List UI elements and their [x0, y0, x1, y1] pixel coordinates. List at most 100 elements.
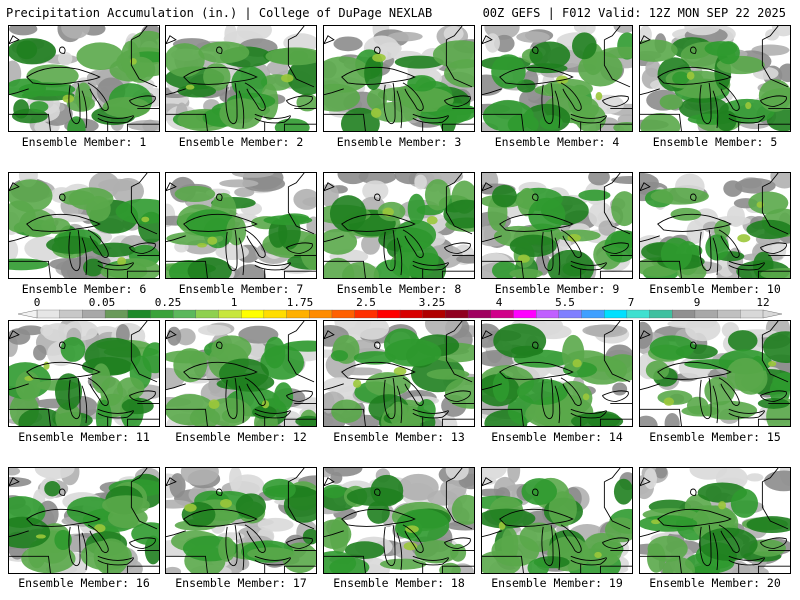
boundary-line — [762, 468, 779, 483]
precip-area — [117, 257, 127, 266]
precip-area — [94, 524, 106, 533]
boundary-line — [601, 95, 629, 107]
precip-area — [660, 237, 693, 271]
precip-area — [208, 399, 220, 410]
precip-area — [640, 415, 658, 426]
boundary-line — [9, 530, 29, 538]
precip-area — [296, 93, 316, 112]
precip-area — [231, 173, 274, 178]
precip-area — [242, 175, 286, 192]
precip-area — [282, 340, 316, 352]
precip-area — [166, 326, 182, 346]
boundary-line — [482, 477, 493, 487]
ensemble-map-panel — [323, 320, 475, 427]
boundary-line — [554, 532, 561, 571]
precip-area — [330, 350, 349, 362]
precip-area — [80, 540, 132, 571]
precip-area — [760, 267, 790, 278]
boundary-line — [225, 524, 238, 567]
precip-area — [364, 56, 383, 91]
precip-area — [482, 508, 536, 529]
precip-area — [507, 468, 521, 483]
precip-area — [395, 219, 437, 250]
ensemble-map-panel — [8, 320, 160, 427]
precip-area — [727, 330, 758, 352]
boundary-line — [640, 555, 682, 573]
boundary-line — [499, 508, 574, 527]
precip-area — [612, 382, 628, 396]
boundary-line — [9, 408, 51, 426]
legend-tick-label: 1 — [230, 296, 238, 309]
precip-area — [207, 236, 218, 245]
precip-area — [664, 412, 680, 426]
legend-swatch — [445, 309, 469, 319]
boundary-line — [640, 330, 651, 340]
precip-area — [570, 111, 596, 126]
precip-area — [765, 28, 780, 41]
boundary-line — [446, 468, 463, 483]
boundary-line — [757, 123, 790, 131]
precip-area — [60, 336, 86, 362]
precip-area — [698, 527, 758, 561]
boundary-line — [446, 321, 463, 336]
precip-area — [13, 99, 30, 119]
boundary-line — [374, 193, 381, 201]
legend-swatch — [82, 309, 106, 319]
precip-area — [613, 26, 632, 34]
precip-area — [604, 230, 632, 263]
precip-area — [166, 43, 205, 78]
precip-area — [667, 321, 706, 329]
precip-area — [102, 495, 150, 516]
precip-map — [166, 468, 316, 573]
boundary-line — [699, 229, 712, 272]
boundary-line — [97, 260, 134, 271]
precip-area — [528, 197, 566, 233]
boundary-line — [757, 270, 790, 278]
legend-swatch — [513, 309, 537, 319]
boundary-line — [640, 88, 660, 96]
precip-area — [329, 195, 367, 232]
ensemble-member-label: Ensemble Member: 3 — [336, 135, 462, 149]
boundary-line — [166, 383, 186, 391]
precip-area — [640, 39, 678, 62]
precip-area — [521, 478, 557, 505]
precip-area — [342, 262, 379, 278]
legend-swatch — [218, 309, 242, 319]
map-outlines — [324, 173, 474, 278]
ensemble-member-label: Ensemble Member: 2 — [178, 135, 304, 149]
boundary-line — [9, 383, 29, 391]
precip-area — [672, 71, 690, 85]
precip-map — [166, 26, 316, 131]
boundary-line — [482, 88, 502, 96]
boundary-line — [482, 530, 502, 538]
ensemble-map-panel — [639, 172, 791, 279]
precip-area — [595, 92, 603, 101]
legend-swatch — [59, 309, 83, 319]
boundary-line — [68, 229, 81, 272]
boundary-line — [712, 532, 719, 571]
boundary-line — [126, 565, 159, 573]
boundary-line — [640, 260, 682, 278]
ensemble-map-panel — [639, 467, 791, 574]
precip-area — [401, 87, 454, 112]
precip-area — [273, 382, 294, 412]
boundary-line — [445, 481, 473, 530]
boundary-line — [570, 113, 607, 124]
boundary-line — [604, 321, 621, 336]
legend-swatch — [740, 309, 764, 319]
boundary-line — [657, 66, 732, 85]
precip-area — [129, 58, 137, 65]
precip-area — [362, 180, 389, 202]
boundary-line — [396, 90, 403, 129]
precip-area — [651, 519, 661, 525]
ensemble-map-panel — [165, 25, 317, 132]
boundary-line — [383, 524, 396, 567]
boundary-line — [9, 35, 20, 45]
precip-area — [34, 468, 75, 480]
boundary-line — [130, 334, 158, 383]
legend-swatch — [195, 309, 219, 319]
ensemble-member-label: Ensemble Member: 9 — [494, 282, 620, 296]
page-title: Precipitation Accumulation (in.) | Colle… — [6, 6, 433, 20]
precip-area — [702, 400, 758, 420]
boundary-line — [554, 90, 561, 129]
